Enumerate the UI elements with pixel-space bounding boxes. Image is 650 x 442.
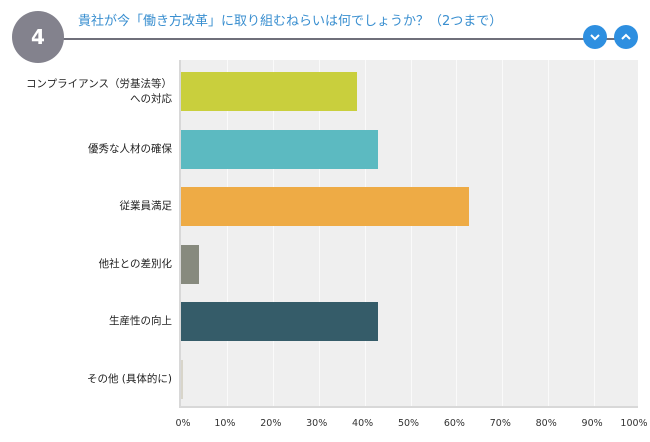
x-tick-label: 90% <box>581 418 603 429</box>
gridline <box>226 60 228 406</box>
gridline <box>594 60 596 406</box>
category-label: その他 (具体的に) <box>86 373 172 385</box>
bar <box>181 302 379 342</box>
x-tick-label: 80% <box>535 418 557 429</box>
question-title: 貴社が今「働き方改革」に取り組むねらいは何でしょうか？（2つまで） <box>78 14 503 29</box>
category-label: 従業員満足 <box>119 200 173 213</box>
gridline <box>502 60 504 406</box>
gridline <box>272 60 274 406</box>
gridline <box>548 60 550 406</box>
next-question-button[interactable] <box>583 25 607 49</box>
x-tick-label: 100% <box>620 418 648 429</box>
x-tick-label: 40% <box>352 418 374 429</box>
category-label: 生産性の向上 <box>109 315 172 328</box>
bar <box>181 187 470 227</box>
bar <box>181 360 184 399</box>
x-tick-label: 60% <box>443 418 465 429</box>
gridline <box>318 60 320 406</box>
bar <box>181 72 357 111</box>
chevron-up-icon <box>621 33 631 40</box>
header-divider <box>40 38 615 40</box>
category-label: コンプライアンス（労基法等） への対応 <box>25 77 172 105</box>
category-label: 他社との差別化 <box>98 257 172 270</box>
gridline <box>410 60 412 406</box>
x-tick-label: 20% <box>260 418 282 429</box>
gridline <box>456 60 458 406</box>
plot-area <box>179 60 638 408</box>
bar <box>181 244 199 284</box>
category-label: 優秀な人材の確保 <box>88 142 172 155</box>
bar <box>181 129 379 169</box>
previous-question-button[interactable] <box>614 25 638 49</box>
chevron-down-icon <box>590 34 600 41</box>
x-tick-label: 0% <box>175 418 191 429</box>
x-tick-label: 10% <box>214 418 236 429</box>
question-number-badge: 4 <box>12 11 64 63</box>
x-tick-label: 50% <box>397 418 420 429</box>
gridline <box>364 60 366 406</box>
x-tick-label: 70% <box>489 418 511 429</box>
x-tick-label: 30% <box>306 418 328 429</box>
